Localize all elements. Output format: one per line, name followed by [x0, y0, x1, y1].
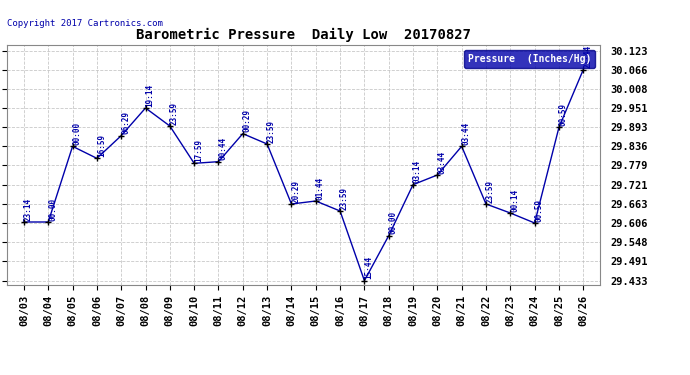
- Title: Barometric Pressure  Daily Low  20170827: Barometric Pressure Daily Low 20170827: [136, 28, 471, 42]
- Text: 03:14: 03:14: [413, 160, 422, 183]
- Text: 00:00: 00:00: [48, 198, 57, 220]
- Text: 23:59: 23:59: [170, 102, 179, 124]
- Text: 23:59: 23:59: [267, 120, 276, 142]
- Text: 00:00: 00:00: [72, 122, 81, 145]
- Text: Copyright 2017 Cartronics.com: Copyright 2017 Cartronics.com: [7, 19, 163, 28]
- Text: 06:29: 06:29: [121, 111, 130, 134]
- Text: 03:44: 03:44: [437, 150, 446, 174]
- Text: 16:59: 16:59: [97, 134, 106, 157]
- Text: 00:44: 00:44: [218, 137, 228, 160]
- Text: 23:59: 23:59: [340, 186, 349, 210]
- Text: 17:59: 17:59: [194, 139, 203, 162]
- Text: 19:14: 19:14: [146, 84, 155, 106]
- Text: 00:14: 00:14: [510, 189, 519, 211]
- Text: 03:44: 03:44: [462, 122, 471, 145]
- Text: 00:29: 00:29: [243, 109, 252, 132]
- Text: 23:14: 23:14: [23, 198, 33, 220]
- Text: 00:00: 00:00: [388, 211, 397, 234]
- Text: 21:44: 21:44: [583, 45, 592, 68]
- Text: 15:44: 15:44: [364, 256, 373, 279]
- Text: 01:44: 01:44: [315, 177, 324, 200]
- Text: 23:59: 23:59: [486, 180, 495, 203]
- Text: 00:59: 00:59: [535, 198, 544, 222]
- Text: 20:29: 20:29: [291, 180, 300, 203]
- Text: 00:59: 00:59: [559, 103, 568, 126]
- Legend: Pressure  (Inches/Hg): Pressure (Inches/Hg): [464, 50, 595, 68]
